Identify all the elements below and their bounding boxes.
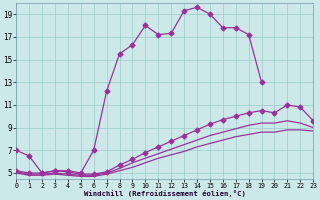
X-axis label: Windchill (Refroidissement éolien,°C): Windchill (Refroidissement éolien,°C) bbox=[84, 190, 246, 197]
